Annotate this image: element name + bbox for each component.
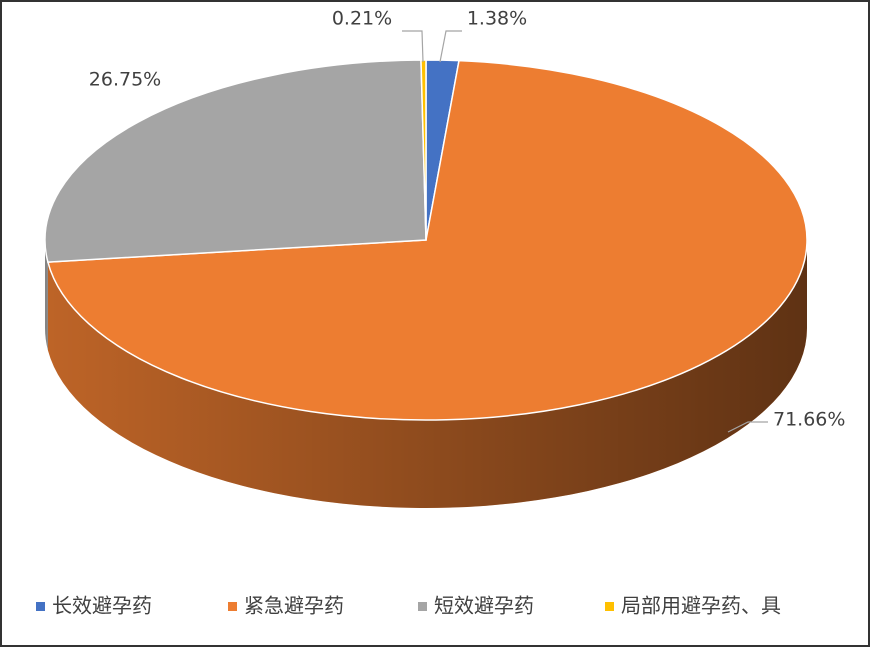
legend-label: 紧急避孕药 <box>244 594 344 618</box>
legend-label: 长效避孕药 <box>52 594 152 618</box>
leader-line <box>402 30 424 63</box>
leader-line <box>439 30 462 63</box>
legend-swatch <box>36 602 45 611</box>
legend-label: 局部用避孕药、具 <box>621 594 781 618</box>
value-label: 26.75% <box>89 69 161 91</box>
value-label: 71.66% <box>773 409 845 431</box>
side-shade <box>47 240 807 509</box>
slice <box>46 59 808 421</box>
side-shade <box>45 240 48 351</box>
legend-label: 短效避孕药 <box>434 594 534 618</box>
value-label: 0.21% <box>332 8 392 30</box>
leader-line <box>727 421 768 433</box>
legend-swatch <box>605 602 614 611</box>
legend-swatch <box>228 602 237 611</box>
legend-swatch <box>418 602 427 611</box>
value-label: 1.38% <box>467 8 527 30</box>
slice <box>44 59 427 263</box>
